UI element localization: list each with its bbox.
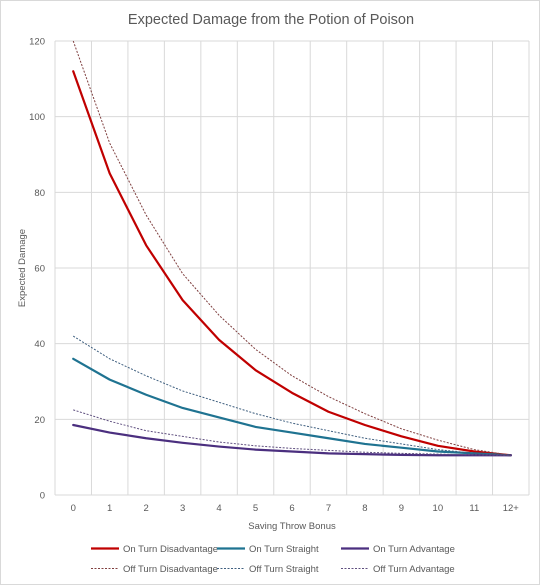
x-tick-label: 3 — [180, 503, 185, 514]
y-tick-label: 120 — [29, 37, 45, 48]
tick-labels: 0 20 40 60 80 100 120 0 1 2 3 4 5 6 7 8 9 10 11 12+ — [29, 37, 519, 515]
legend-item: On Turn Advantage — [341, 544, 455, 555]
legend-item: Off Turn Disadvantage — [91, 564, 218, 575]
chart-title: Expected Damage from the Potion of Poiso… — [128, 12, 414, 28]
y-tick-label: 0 — [40, 491, 45, 502]
x-tick-label: 6 — [289, 503, 294, 514]
gridlines — [54, 40, 530, 496]
x-tick-label: 10 — [433, 503, 444, 514]
legend: On Turn Disadvantage On Turn Straight On T… — [91, 544, 455, 575]
series-line-off-turn-advantage — [73, 409, 511, 456]
legend-item: Off Turn Advantage — [341, 564, 455, 575]
x-tick-label: 4 — [216, 503, 221, 514]
x-tick-label: 8 — [362, 503, 367, 514]
series-line-on-turn-straight — [72, 357, 512, 457]
series-line-on-turn-advantage — [72, 423, 512, 457]
legend-item: On Turn Straight — [217, 544, 319, 555]
legend-label: On Turn Disadvantage — [123, 544, 218, 555]
legend-label: Off Turn Straight — [249, 564, 319, 575]
x-tick-label: 7 — [326, 503, 331, 514]
x-tick-label: 1 — [107, 503, 112, 514]
x-tick-label: 2 — [144, 503, 149, 514]
legend-label: Off Turn Advantage — [373, 564, 455, 575]
series-line-off-turn-disadvantage — [72, 40, 511, 456]
legend-label: Off Turn Disadvantage — [123, 564, 218, 575]
y-axis-title: Expected Damage — [17, 229, 28, 307]
x-tick-label: 11 — [469, 503, 479, 514]
y-tick-label: 60 — [34, 264, 45, 275]
legend-item: On Turn Disadvantage — [91, 544, 218, 555]
y-tick-label: 20 — [34, 415, 45, 426]
x-tick-label: 9 — [399, 503, 404, 514]
legend-label: On Turn Straight — [249, 544, 319, 555]
y-tick-label: 100 — [29, 112, 45, 123]
x-axis-title: Saving Throw Bonus — [248, 521, 336, 532]
legend-label: On Turn Advantage — [373, 544, 455, 555]
series-lines — [72, 40, 512, 457]
legend-item: Off Turn Straight — [217, 564, 319, 575]
y-tick-label: 80 — [34, 188, 45, 199]
y-tick-label: 40 — [34, 339, 45, 350]
series-line-on-turn-disadvantage — [72, 70, 512, 457]
x-tick-label: 0 — [71, 503, 76, 514]
x-tick-label: 5 — [253, 503, 258, 514]
x-tick-label: 12+ — [503, 503, 520, 514]
